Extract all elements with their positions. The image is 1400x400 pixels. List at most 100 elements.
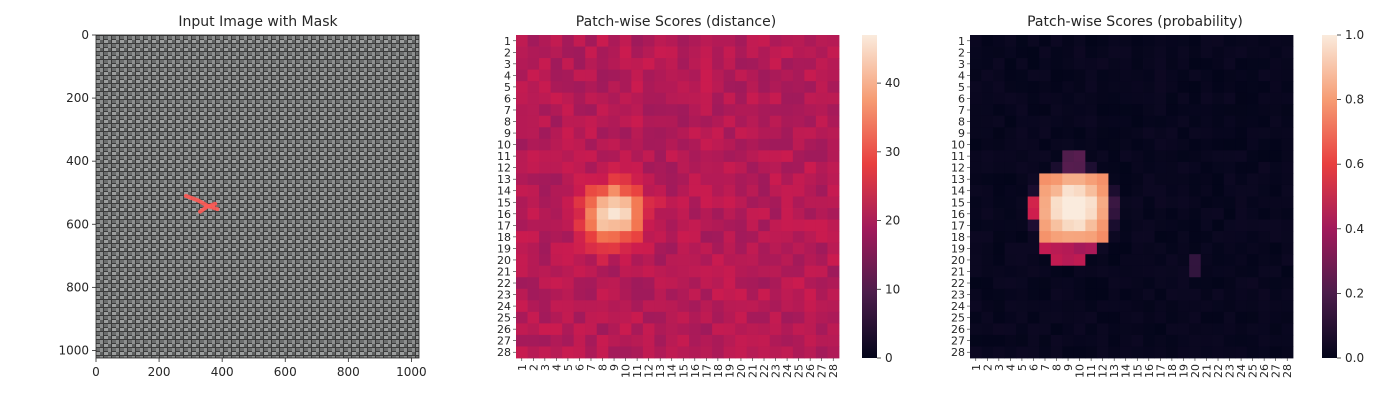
heatmap-y-tick-label: 11 — [951, 150, 965, 163]
heatmap-x-tick-label: 3 — [539, 364, 552, 371]
heatmap-cell — [677, 138, 690, 151]
heatmap-cell — [642, 254, 655, 267]
heatmap-cell — [1212, 138, 1225, 151]
heatmap-cell — [677, 115, 690, 128]
heatmap-cell — [1177, 242, 1190, 255]
heatmap-cell — [516, 46, 528, 59]
heatmap-cell — [608, 196, 621, 209]
heatmap-cell — [1119, 69, 1132, 82]
heatmap-cell — [1177, 104, 1190, 117]
heatmap-cell — [1177, 127, 1190, 140]
heatmap-cell — [1177, 323, 1190, 336]
heatmap-cell — [993, 242, 1006, 255]
heatmap-cell — [1119, 115, 1132, 128]
heatmap-cell — [1085, 311, 1098, 324]
heatmap-cell — [1016, 92, 1029, 105]
heatmap-cell — [1108, 300, 1121, 313]
heatmap-cell — [585, 300, 598, 313]
heatmap-cell — [1269, 254, 1282, 267]
heatmap-cell — [1039, 138, 1052, 151]
heatmap-cell — [573, 242, 586, 255]
heatmap-cell — [1223, 288, 1236, 301]
heatmap-cell — [527, 58, 540, 71]
heatmap-cell — [769, 231, 782, 244]
heatmap-cell — [1073, 265, 1086, 278]
heatmap-cell — [631, 254, 644, 267]
heatmap-cell — [781, 254, 794, 267]
heatmap-cell — [970, 173, 982, 186]
heatmap-cell — [1016, 115, 1029, 128]
heatmap-cell — [1143, 323, 1155, 336]
heatmap-cell — [631, 115, 644, 128]
heatmap-cell — [1108, 277, 1121, 290]
heatmap-cell — [1143, 184, 1155, 197]
heatmap-cell — [1143, 138, 1155, 151]
heatmap-cell — [1258, 69, 1271, 82]
heatmap-cell — [1281, 150, 1294, 163]
heatmap-x-tick-label: 11 — [1085, 364, 1098, 378]
heatmap-cell — [1154, 35, 1167, 47]
heatmap-cell — [1269, 300, 1282, 313]
heatmap-cell — [804, 35, 817, 47]
heatmap-cell — [550, 254, 563, 267]
heatmap-cell — [1096, 242, 1109, 255]
heatmap-cell — [654, 127, 667, 140]
heatmap-cell — [712, 334, 725, 347]
heatmap-cell — [677, 104, 690, 117]
heatmap-cell — [1258, 150, 1271, 163]
heatmap-cell — [781, 104, 794, 117]
heatmap-cell — [608, 334, 621, 347]
heatmap-cell — [619, 127, 632, 140]
heatmap-cell — [585, 242, 598, 255]
heatmap-cell — [527, 208, 540, 220]
colorbar-tick-label: 0.2 — [1345, 286, 1364, 300]
heatmap-cell — [550, 219, 563, 232]
heatmap-cell — [1235, 138, 1248, 151]
heatmap-cell — [1166, 288, 1179, 301]
heatmap-cell — [1281, 208, 1294, 220]
heatmap-cell — [1027, 58, 1040, 71]
heatmap-cell — [1166, 300, 1179, 313]
heatmap-cell — [1143, 69, 1155, 82]
heatmap-cell — [1085, 196, 1098, 209]
heatmap-cell — [981, 150, 994, 163]
heatmap-cell — [1027, 231, 1040, 244]
heatmap-cell — [689, 208, 701, 220]
heatmap-cell — [1119, 35, 1132, 47]
heatmap-y-tick-label: 3 — [504, 58, 511, 71]
heatmap-cell — [516, 161, 528, 174]
heatmap-cell — [746, 81, 759, 94]
heatmap-cell — [1223, 323, 1236, 336]
heatmap-x-tick-label: 20 — [735, 364, 748, 378]
heatmap-cell — [665, 196, 678, 209]
heatmap-cell — [781, 231, 794, 244]
heatmap-cell — [981, 346, 994, 359]
heatmap-cell — [700, 265, 713, 278]
heatmap-x-tick-label: 9 — [608, 364, 621, 371]
heatmap-cell — [815, 184, 828, 197]
heatmap-cell — [539, 81, 552, 94]
heatmap-cell — [654, 323, 667, 336]
heatmap-cell — [993, 58, 1006, 71]
heatmap-cell — [619, 92, 632, 105]
heatmap-cell — [1235, 277, 1248, 290]
heatmap-cell — [516, 323, 528, 336]
heatmap-cell — [827, 334, 840, 347]
heatmap-cell — [1258, 208, 1271, 220]
heatmap-cell — [539, 35, 552, 47]
heatmap-cell — [792, 81, 805, 94]
heatmap-cell — [1050, 219, 1063, 232]
heatmap-cell — [1154, 219, 1167, 232]
heatmap-cell — [550, 265, 563, 278]
heatmap-cell — [1039, 265, 1052, 278]
heatmap-cell — [993, 231, 1006, 244]
heatmap-cell — [1258, 81, 1271, 94]
heatmap-cell — [516, 184, 528, 197]
heatmap-cell — [1166, 81, 1179, 94]
heatmap-cell — [1269, 184, 1282, 197]
heatmap-cell — [550, 208, 563, 220]
heatmap-cell — [1269, 35, 1282, 47]
heatmap-cell — [1246, 231, 1259, 244]
heatmap-cell — [815, 242, 828, 255]
heatmap-cell — [1027, 208, 1040, 220]
